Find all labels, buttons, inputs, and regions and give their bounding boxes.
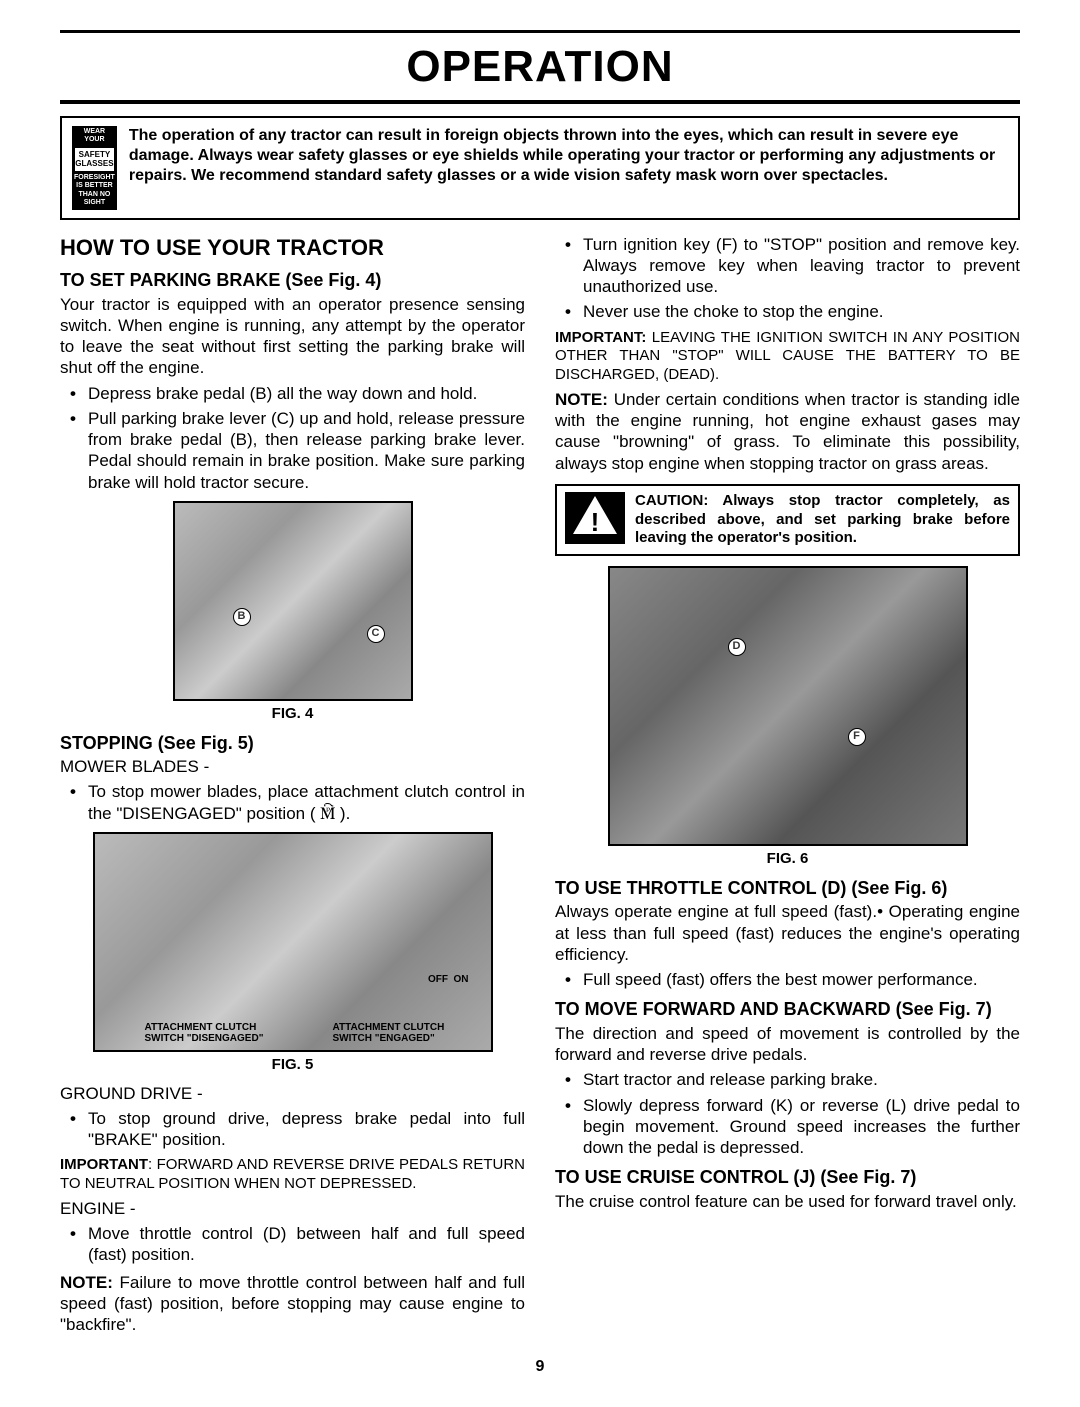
ground-drive-important: IMPORTANT: IMPORTANT: FORWARD AND REVERS… xyxy=(60,1156,525,1194)
list-item: Depress brake pedal (B) all the way down… xyxy=(60,383,525,404)
cruise-heading: TO USE CRUISE CONTROL (J) (See Fig. 7) xyxy=(555,1166,1020,1189)
move-text: The direction and speed of movement is c… xyxy=(555,1023,1020,1066)
callout-c: C xyxy=(367,625,385,643)
caution-box: CAUTION: Always stop tractor completely,… xyxy=(555,484,1020,556)
rule-title xyxy=(60,100,1020,104)
throttle-heading: TO USE THROTTLE CONTROL (D) (See Fig. 6) xyxy=(555,877,1020,900)
figure-6: D F xyxy=(608,566,968,846)
safety-glasses-badge: WEAR YOUR SAFETY GLASSES FORESIGHT IS BE… xyxy=(72,126,117,210)
move-heading: TO MOVE FORWARD AND BACKWARD (See Fig. 7… xyxy=(555,998,1020,1021)
list-item: Move throttle control (D) between half a… xyxy=(60,1223,525,1266)
page-number: 9 xyxy=(60,1357,1020,1377)
page-title: OPERATION xyxy=(60,35,1020,98)
engine-list: Move throttle control (D) between half a… xyxy=(60,1223,525,1266)
mower-blades-sub: MOWER BLADES - xyxy=(60,756,525,777)
ignition-important: IMPORTANT: LEAVING THE IGNITION SWITCH I… xyxy=(555,329,1020,385)
right-column: Turn ignition key (F) to "STOP" position… xyxy=(555,234,1020,1340)
fig5-caption: FIG. 5 xyxy=(60,1056,525,1075)
parking-brake-heading: TO SET PARKING BRAKE (See Fig. 4) xyxy=(60,269,525,292)
list-item: To stop ground drive, depress brake peda… xyxy=(60,1108,525,1151)
move-list: Start tractor and release parking brake.… xyxy=(555,1069,1020,1158)
list-item: To stop mower blades, place attachment c… xyxy=(60,781,525,824)
list-item: Full speed (fast) offers the best mower … xyxy=(555,969,1020,990)
warning-text: The operation of any tractor can result … xyxy=(129,126,1008,186)
fig5-annot-disengaged: ATTACHMENT CLUTCH SWITCH "DISENGAGED" xyxy=(145,1022,275,1044)
stopping-heading: STOPPING (See Fig. 5) xyxy=(60,732,525,755)
badge-line3: FORESIGHT IS BETTER THAN NO SIGHT xyxy=(74,174,115,208)
how-to-use-heading: HOW TO USE YOUR TRACTOR xyxy=(60,234,525,262)
callout-d: D xyxy=(728,638,746,656)
mower-blades-list: To stop mower blades, place attachment c… xyxy=(60,781,525,824)
list-item: Never use the choke to stop the engine. xyxy=(555,301,1020,322)
throttle-list: Full speed (fast) offers the best mower … xyxy=(555,969,1020,990)
badge-line1: WEAR YOUR xyxy=(74,128,115,145)
parking-brake-list: Depress brake pedal (B) all the way down… xyxy=(60,383,525,493)
browning-note: NOTE: Under certain conditions when trac… xyxy=(555,389,1020,474)
caution-text: CAUTION: Always stop tractor completely,… xyxy=(635,492,1010,548)
list-item: Turn ignition key (F) to "STOP" position… xyxy=(555,234,1020,298)
engine-note: NOTE: Failure to move throttle control b… xyxy=(60,1272,525,1336)
list-item: Slowly depress forward (K) or reverse (L… xyxy=(555,1095,1020,1159)
figure-4: B C xyxy=(173,501,413,701)
list-item: Pull parking brake lever (C) up and hold… xyxy=(60,408,525,493)
fig6-caption: FIG. 6 xyxy=(555,850,1020,869)
ground-drive-list: To stop ground drive, depress brake peda… xyxy=(60,1108,525,1151)
throttle-text: Always operate engine at full speed (fas… xyxy=(555,901,1020,965)
figure-5: ATTACHMENT CLUTCH SWITCH "DISENGAGED" AT… xyxy=(93,832,493,1052)
warning-box: WEAR YOUR SAFETY GLASSES FORESIGHT IS BE… xyxy=(60,116,1020,220)
left-column: HOW TO USE YOUR TRACTOR TO SET PARKING B… xyxy=(60,234,525,1340)
fig5-off-on: OFF ON xyxy=(428,974,469,985)
fig5-annot-engaged: ATTACHMENT CLUTCH SWITCH "ENGAGED" xyxy=(333,1022,463,1044)
rule-top xyxy=(60,30,1020,33)
engine-sub: ENGINE - xyxy=(60,1198,525,1219)
two-column-layout: HOW TO USE YOUR TRACTOR TO SET PARKING B… xyxy=(60,234,1020,1340)
stop-key-list: Turn ignition key (F) to "STOP" position… xyxy=(555,234,1020,323)
caution-triangle-icon xyxy=(565,492,625,544)
fig4-caption: FIG. 4 xyxy=(60,705,525,724)
callout-b: B xyxy=(233,608,251,626)
cruise-text: The cruise control feature can be used f… xyxy=(555,1191,1020,1212)
ground-drive-sub: GROUND DRIVE - xyxy=(60,1083,525,1104)
list-item: Start tractor and release parking brake. xyxy=(555,1069,1020,1090)
parking-brake-text: Your tractor is equipped with an operato… xyxy=(60,294,525,379)
callout-f: F xyxy=(848,728,866,746)
badge-line2: SAFETY GLASSES xyxy=(74,147,115,172)
